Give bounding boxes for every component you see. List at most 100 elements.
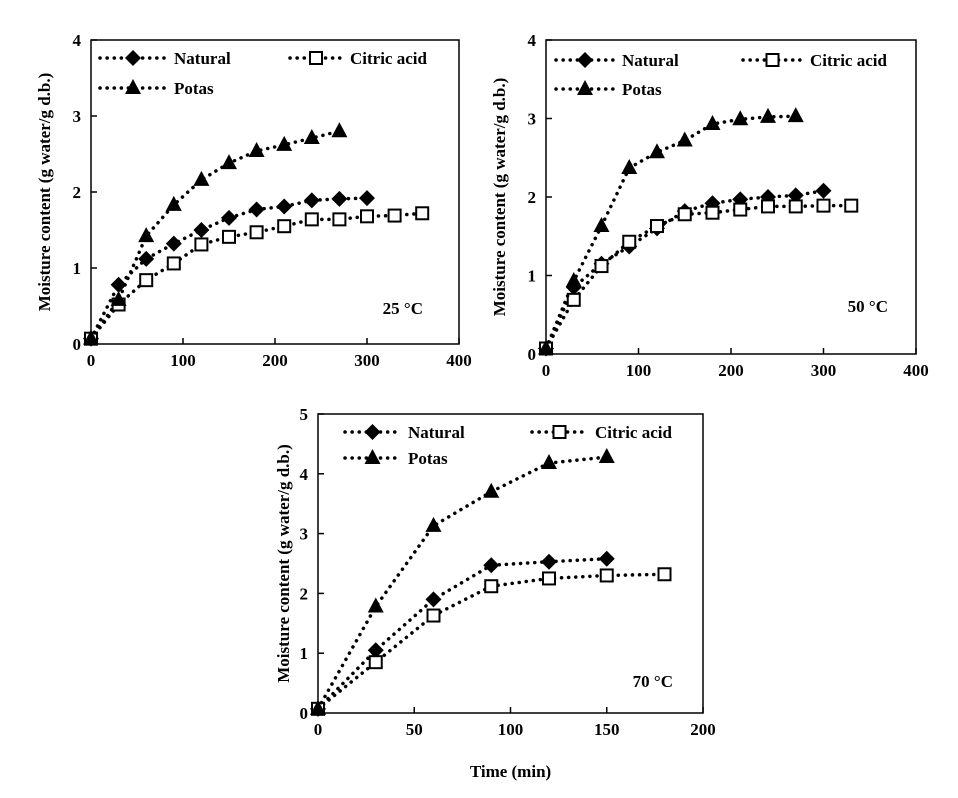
x-tick-label: 400 — [446, 351, 472, 370]
data-point-open-square — [566, 292, 581, 307]
data-point-triangle — [760, 107, 776, 123]
data-point-open-square — [677, 207, 692, 222]
series-potas — [538, 107, 804, 355]
x-tick-label: 100 — [498, 720, 524, 739]
series-natural — [83, 190, 375, 347]
legend-entry: Natural — [554, 51, 679, 70]
legend-marker-triangle — [577, 80, 593, 95]
series-citric-acid — [311, 567, 672, 716]
y-tick-label: 1 — [300, 644, 309, 663]
legend-entry: Natural — [98, 49, 231, 68]
y-tick-label: 0 — [528, 345, 537, 364]
temperature-label: 70 °C — [633, 672, 673, 691]
legend-label: Natural — [408, 423, 465, 442]
y-axis-title: Moisture content (g water/g d.b.) — [35, 73, 54, 312]
data-point-diamond — [138, 250, 155, 267]
legend-marker-triangle — [364, 449, 381, 464]
legend-marker-triangle — [125, 79, 141, 94]
x-tick-label: 200 — [718, 361, 744, 380]
data-point-diamond — [598, 550, 615, 567]
data-point-diamond — [193, 222, 210, 238]
series-citric-acid — [84, 206, 430, 346]
x-tick-label: 200 — [690, 720, 716, 739]
data-point-triangle — [331, 122, 348, 138]
data-point-diamond — [331, 190, 348, 207]
legend-marker-open-square — [552, 425, 567, 439]
data-point-triangle — [621, 158, 638, 174]
data-point-open-square — [816, 198, 831, 213]
x-tick-label: 50 — [406, 720, 423, 739]
series-line — [544, 203, 853, 351]
data-point-triangle — [165, 195, 182, 211]
x-tick-label: 400 — [903, 361, 929, 380]
data-point-open-square — [426, 608, 441, 623]
data-point-open-square — [249, 225, 264, 240]
legend-label: Potas — [174, 79, 214, 98]
data-point-open-square — [368, 655, 383, 670]
y-tick-label: 3 — [528, 110, 537, 129]
data-point-open-square — [332, 212, 347, 227]
series-line — [316, 455, 609, 711]
data-point-open-square — [657, 567, 672, 582]
legend-marker-diamond — [364, 424, 381, 440]
data-point-open-square — [484, 579, 499, 594]
x-tick-label: 150 — [594, 720, 620, 739]
legend-entry: Potas — [343, 449, 448, 468]
data-point-open-square — [360, 209, 374, 224]
series-line — [89, 129, 342, 341]
series-line — [544, 188, 826, 351]
data-point-open-square — [166, 256, 181, 271]
data-point-diamond — [221, 209, 237, 226]
y-axis-title: Moisture content (g water/g d.b.) — [490, 78, 509, 317]
data-point-diamond — [303, 192, 320, 209]
data-point-open-square — [542, 571, 556, 586]
data-point-triangle — [565, 271, 582, 287]
data-point-open-square — [387, 208, 402, 223]
x-tick-label: 300 — [354, 351, 380, 370]
y-tick-label: 1 — [73, 259, 82, 278]
data-point-triangle — [276, 135, 293, 151]
data-point-open-square — [599, 568, 614, 583]
y-tick-label: 4 — [73, 31, 82, 50]
data-point-open-square — [761, 199, 775, 214]
legend-label: Citric acid — [810, 51, 887, 70]
series-natural — [310, 550, 615, 717]
y-tick-label: 0 — [300, 704, 309, 723]
data-point-open-square — [733, 202, 748, 217]
data-point-triangle — [193, 170, 210, 186]
y-tick-label: 4 — [528, 31, 537, 50]
data-point-triangle — [483, 482, 500, 498]
data-point-triangle — [221, 154, 237, 170]
legend-marker-open-square — [309, 51, 323, 65]
y-tick-label: 2 — [528, 188, 537, 207]
data-point-triangle — [303, 129, 320, 145]
legend-label: Natural — [622, 51, 679, 70]
data-point-diamond — [248, 201, 265, 218]
y-tick-label: 2 — [73, 183, 82, 202]
data-point-triangle — [541, 454, 557, 470]
legend-entry: Citric acid — [288, 49, 427, 68]
x-tick-label: 0 — [314, 720, 323, 739]
y-tick-label: 0 — [73, 335, 82, 354]
y-tick-label: 5 — [300, 405, 309, 424]
data-point-open-square — [277, 219, 292, 234]
data-point-triangle — [704, 114, 721, 130]
x-tick-label: 0 — [87, 351, 96, 370]
legend-marker-open-square — [765, 53, 780, 67]
data-point-triangle — [138, 227, 155, 243]
data-point-open-square — [415, 206, 430, 221]
series-line — [316, 556, 609, 711]
legend-label: Potas — [408, 449, 448, 468]
data-point-triangle — [110, 290, 127, 306]
data-point-diamond — [367, 642, 384, 659]
data-point-triangle — [248, 141, 265, 157]
data-point-open-square — [222, 229, 236, 244]
series-line — [316, 572, 667, 711]
data-point-open-square — [844, 198, 859, 213]
chart-panel-top-right: 0 1 2 3 4 0 100 200 300 400 Moisture content (g wa… — [490, 31, 929, 380]
legend-entry: Potas — [554, 80, 662, 99]
data-point-diamond — [815, 182, 832, 199]
x-tick-label: 0 — [542, 361, 551, 380]
